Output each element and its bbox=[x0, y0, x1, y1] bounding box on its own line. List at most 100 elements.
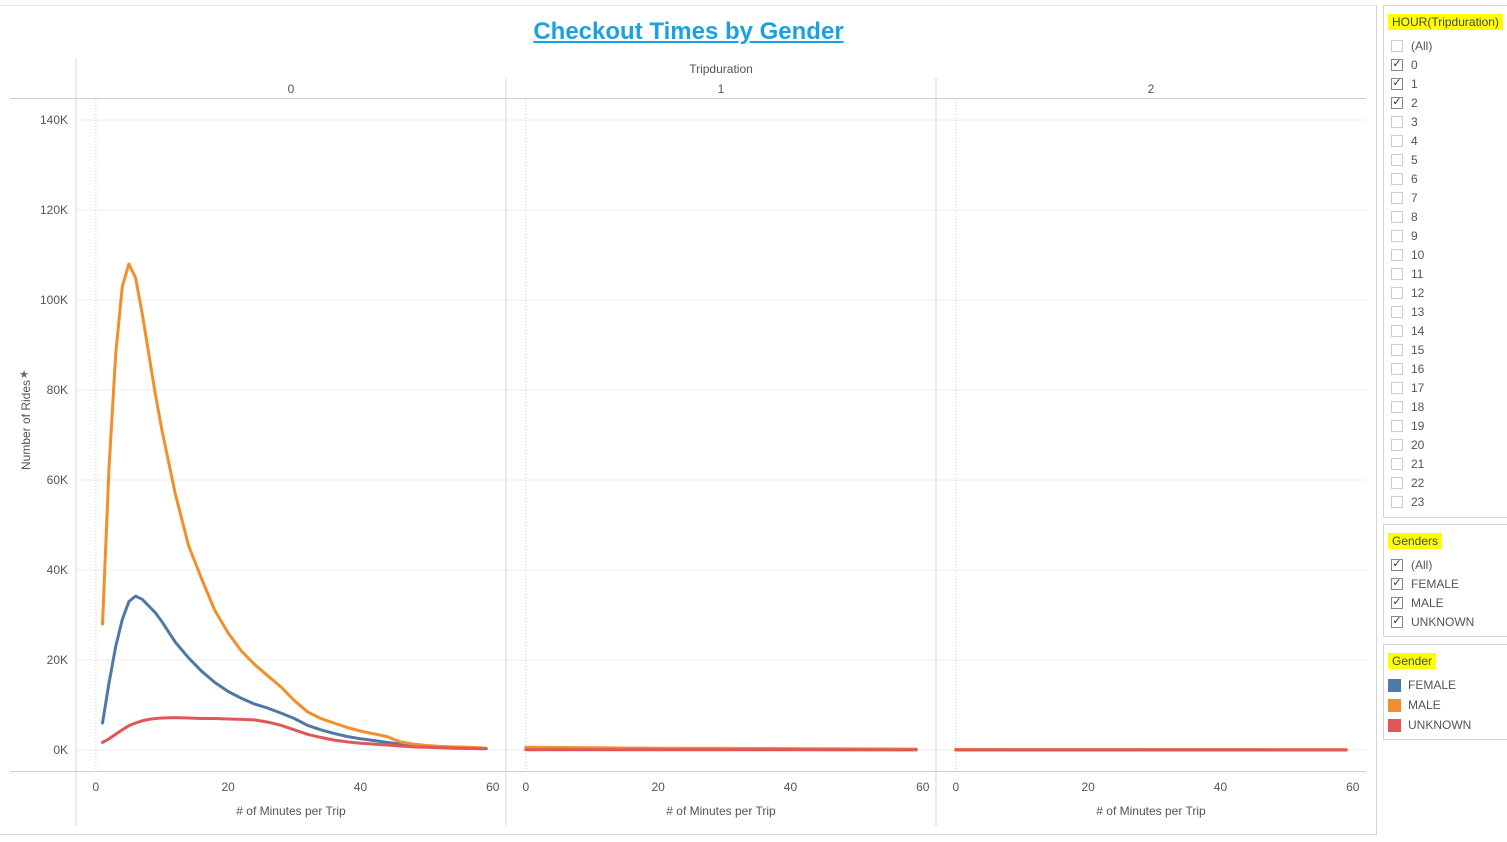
x-tick-label: 40 bbox=[354, 780, 368, 794]
y-tick-label: 20K bbox=[47, 653, 68, 667]
filter-item[interactable]: 6 bbox=[1384, 169, 1507, 188]
filter-item[interactable]: 17 bbox=[1384, 378, 1507, 397]
checkbox[interactable] bbox=[1391, 381, 1403, 394]
checkbox[interactable]: ✓ bbox=[1391, 596, 1403, 609]
checkbox[interactable] bbox=[1391, 457, 1403, 470]
filter-item-label: 7 bbox=[1411, 190, 1418, 205]
filter-item-label: 12 bbox=[1411, 285, 1425, 300]
filter-item[interactable]: 9 bbox=[1384, 226, 1507, 245]
filter-item-label: 21 bbox=[1411, 456, 1425, 471]
filter-item[interactable]: 18 bbox=[1384, 397, 1507, 416]
filter-item[interactable]: 22 bbox=[1384, 473, 1507, 492]
filter-item-label: 15 bbox=[1411, 342, 1425, 357]
filter-item[interactable]: 13 bbox=[1384, 302, 1507, 321]
filter-item[interactable]: 14 bbox=[1384, 321, 1507, 340]
filter-item[interactable]: 21 bbox=[1384, 454, 1507, 473]
checkbox[interactable] bbox=[1391, 438, 1403, 451]
filter-item[interactable]: ✓ 2 bbox=[1384, 93, 1507, 112]
checkbox[interactable] bbox=[1391, 324, 1403, 337]
checkbox[interactable] bbox=[1391, 248, 1403, 261]
filter-item[interactable]: 8 bbox=[1384, 207, 1507, 226]
checkbox[interactable]: ✓ bbox=[1391, 77, 1403, 90]
filter-item-label: 10 bbox=[1411, 247, 1425, 262]
filter-item[interactable]: 19 bbox=[1384, 416, 1507, 435]
x-axis-label: # of Minutes per Trip bbox=[1096, 804, 1206, 818]
worksheet-frame bbox=[0, 5, 1377, 835]
checkbox[interactable] bbox=[1391, 495, 1403, 508]
checkbox[interactable] bbox=[1391, 153, 1403, 166]
x-tick-label: 40 bbox=[784, 780, 798, 794]
filter-item-label: 19 bbox=[1411, 418, 1425, 433]
filter-item[interactable]: ✓ MALE bbox=[1384, 593, 1507, 612]
checkbox[interactable] bbox=[1391, 39, 1403, 52]
legend-label: UNKNOWN bbox=[1408, 718, 1472, 732]
checkbox[interactable] bbox=[1391, 115, 1403, 128]
checkbox[interactable] bbox=[1391, 305, 1403, 318]
legend-entry[interactable]: FEMALE bbox=[1384, 675, 1507, 695]
checkbox[interactable] bbox=[1391, 172, 1403, 185]
filter-item-label: 8 bbox=[1411, 209, 1418, 224]
filter-item-label: 23 bbox=[1411, 494, 1425, 509]
filter-item-label: 17 bbox=[1411, 380, 1425, 395]
legend-list: FEMALE MALE UNKNOWN bbox=[1384, 675, 1507, 735]
filter-item-label: 20 bbox=[1411, 437, 1425, 452]
legend-entry[interactable]: MALE bbox=[1384, 695, 1507, 715]
filter-item[interactable]: ✓ UNKNOWN bbox=[1384, 612, 1507, 631]
checkbox[interactable] bbox=[1391, 476, 1403, 489]
checkbox[interactable] bbox=[1391, 210, 1403, 223]
checkbox[interactable]: ✓ bbox=[1391, 58, 1403, 71]
filter-item[interactable]: 12 bbox=[1384, 283, 1507, 302]
filter-item[interactable]: 7 bbox=[1384, 188, 1507, 207]
checkbox[interactable] bbox=[1391, 267, 1403, 280]
filter-item-label: 5 bbox=[1411, 152, 1418, 167]
filter-item[interactable]: (All) bbox=[1384, 36, 1507, 55]
filter-item[interactable]: 16 bbox=[1384, 359, 1507, 378]
x-axis-label: # of Minutes per Trip bbox=[236, 804, 346, 818]
filter-item[interactable]: ✓ FEMALE bbox=[1384, 574, 1507, 593]
filter-item-label: 13 bbox=[1411, 304, 1425, 319]
filter-item[interactable]: 10 bbox=[1384, 245, 1507, 264]
y-tick-label: 120K bbox=[40, 203, 68, 217]
filter-hour-tripduration: HOUR(Tripduration) (All) ✓ 0 ✓ 1 ✓ 2 3 4 5 6 7 8 9 10 1… bbox=[1383, 5, 1507, 518]
checkbox[interactable] bbox=[1391, 343, 1403, 356]
filter-item[interactable]: 15 bbox=[1384, 340, 1507, 359]
checkbox[interactable] bbox=[1391, 400, 1403, 413]
series-line-male bbox=[101, 262, 488, 750]
filter-item[interactable]: 11 bbox=[1384, 264, 1507, 283]
checkbox[interactable] bbox=[1391, 191, 1403, 204]
x-axis-label: # of Minutes per Trip bbox=[666, 804, 776, 818]
filter-item-label: FEMALE bbox=[1411, 576, 1460, 591]
checkbox[interactable] bbox=[1391, 362, 1403, 375]
checkbox[interactable] bbox=[1391, 134, 1403, 147]
filter-item-label: 4 bbox=[1411, 133, 1418, 148]
checkbox[interactable]: ✓ bbox=[1391, 96, 1403, 109]
checkbox[interactable]: ✓ bbox=[1391, 558, 1403, 571]
x-tick-label: 60 bbox=[916, 780, 930, 794]
filter-item-label: (All) bbox=[1411, 38, 1433, 53]
filter-item[interactable]: ✓ (All) bbox=[1384, 555, 1507, 574]
y-tick-label: 80K bbox=[47, 383, 68, 397]
checkbox[interactable] bbox=[1391, 286, 1403, 299]
filter-item-label: 16 bbox=[1411, 361, 1425, 376]
legend-entry[interactable]: UNKNOWN bbox=[1384, 715, 1507, 735]
filter-item-label: (All) bbox=[1411, 557, 1433, 572]
filter-item[interactable]: ✓ 0 bbox=[1384, 55, 1507, 74]
filter-item[interactable]: 3 bbox=[1384, 112, 1507, 131]
y-axis-label: Number of Rides bbox=[19, 380, 33, 470]
filter-item-label: 2 bbox=[1411, 95, 1418, 110]
pin-icon: ★ bbox=[19, 369, 29, 381]
x-tick-label: 0 bbox=[523, 780, 530, 794]
filter-item[interactable]: ✓ 1 bbox=[1384, 74, 1507, 93]
checkbox[interactable]: ✓ bbox=[1391, 577, 1403, 590]
y-tick-label: 100K bbox=[40, 293, 68, 307]
filter-item[interactable]: 23 bbox=[1384, 492, 1507, 511]
filter-item[interactable]: 5 bbox=[1384, 150, 1507, 169]
checkbox[interactable] bbox=[1391, 229, 1403, 242]
filter-item-label: 9 bbox=[1411, 228, 1418, 243]
legend-label: MALE bbox=[1408, 698, 1441, 712]
series-line-female bbox=[101, 594, 488, 751]
checkbox[interactable]: ✓ bbox=[1391, 615, 1403, 628]
filter-item[interactable]: 20 bbox=[1384, 435, 1507, 454]
filter-item[interactable]: 4 bbox=[1384, 131, 1507, 150]
checkbox[interactable] bbox=[1391, 419, 1403, 432]
